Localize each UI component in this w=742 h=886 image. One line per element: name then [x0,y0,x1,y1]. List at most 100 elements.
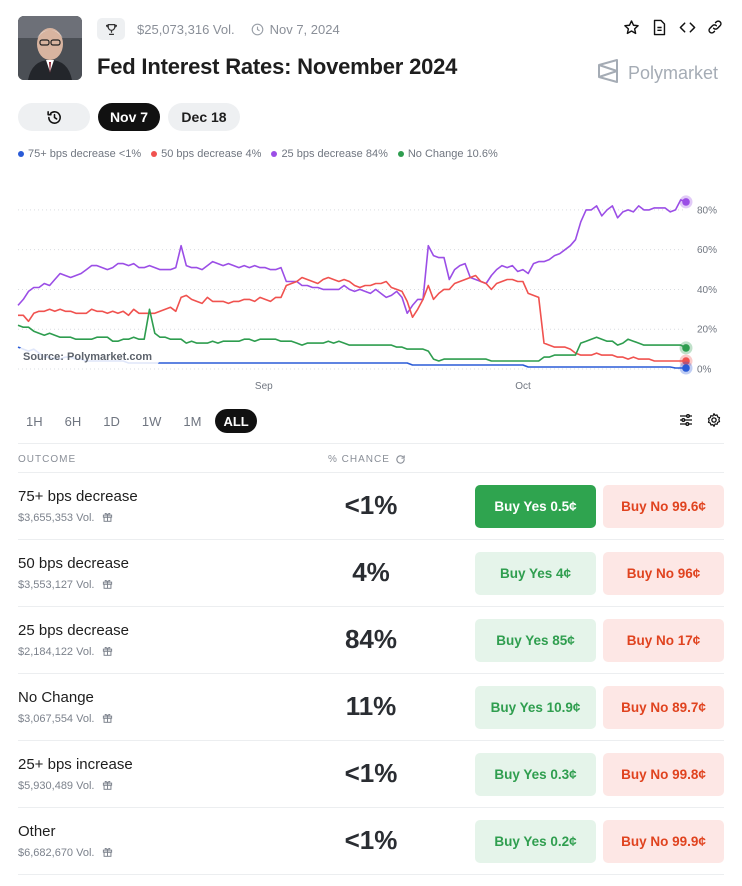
source-label-bg [19,347,159,365]
volume-text: $6,682,670 Vol. [18,847,95,859]
outcome-chance: <1% [344,490,398,520]
outcomes-table-header: OUTCOME % CHANCE [18,443,724,473]
gift-icon[interactable] [102,578,113,592]
chart-source: Source: Polymarket.com [23,351,152,363]
range-1m[interactable]: 1M [183,413,202,429]
probability-chart[interactable]: 0% 20% 40% 60% 80% Sep Oct Source: Polymarket.c… [0,180,742,400]
polymarket-brand: Polymarket [596,58,718,89]
embed-code-icon[interactable] [678,18,696,36]
tab-nov-7[interactable]: Nov 7 [98,103,160,131]
buy-yes-button[interactable]: Buy Yes 0.5¢ [475,485,596,528]
y-tick-label: 0% [697,365,712,376]
series-end-dot [682,357,690,365]
buy-no-button[interactable]: Buy No 89.7¢ [603,686,724,729]
range-1h[interactable]: 1H [26,413,43,429]
range-1w[interactable]: 1W [141,413,162,429]
buy-yes-button[interactable]: Buy Yes 4¢ [475,552,596,595]
legend-label: 25 bps decrease 84% [281,148,388,160]
outcome-volume: $5,930,489 Vol. [18,779,113,793]
series-end-dot [682,344,690,352]
y-tick-label: 80% [697,205,717,216]
range-1d[interactable]: 1D [103,413,120,429]
outcome-volume: $3,067,554 Vol. [18,712,113,726]
gift-icon[interactable] [102,511,113,525]
series-line-no-change[interactable] [17,308,687,362]
buy-yes-button[interactable]: Buy Yes 10.9¢ [475,686,596,729]
legend-item-25-bps: 25 bps decrease 84% [271,148,388,160]
outcome-chance: 84% [344,624,398,654]
gift-icon[interactable] [102,779,113,793]
volume-text: $2,184,122 Vol. [18,646,95,658]
clock-icon [251,23,264,36]
outcome-name: 50 bps decrease [18,555,129,572]
header-actions [622,18,724,36]
polymarket-logo-icon [596,58,620,89]
outcome-name: Other [18,823,56,840]
outcome-name: 75+ bps decrease [18,488,138,505]
total-volume: $25,073,316 Vol. [137,21,235,37]
y-tick-label: 60% [697,245,717,256]
range-all[interactable]: ALL [215,409,257,433]
y-tick-label: 40% [697,285,717,296]
market-avatar [18,16,82,80]
sliders-icon[interactable] [678,412,694,433]
outcome-row-25-bps-increase[interactable]: 25+ bps increase $5,930,489 Vol. <1% Buy… [18,741,724,808]
date-tabs: Nov 7 Dec 18 [18,103,240,131]
outcome-name: 25 bps decrease [18,622,129,639]
range-6h[interactable]: 6H [64,413,82,429]
history-icon [46,110,61,124]
legend-item-no-change: No Change 10.6% [397,148,498,160]
brand-name: Polymarket [627,63,718,83]
outcome-row-25-bps[interactable]: 25 bps decrease $2,184,122 Vol. 84% Buy … [18,607,724,674]
buy-yes-button[interactable]: Buy Yes 0.2¢ [475,820,596,863]
series-end-dot [682,364,690,372]
buy-no-button[interactable]: Buy No 99.8¢ [603,753,724,796]
outcome-volume: $3,655,353 Vol. [18,511,113,525]
tab-dec-18[interactable]: Dec 18 [168,103,240,131]
buy-yes-button[interactable]: Buy Yes 0.3¢ [475,753,596,796]
legend-label: No Change 10.6% [407,148,498,160]
outcome-row-other[interactable]: Other $6,682,670 Vol. <1% Buy Yes 0.2¢ B… [18,808,724,875]
gear-icon[interactable] [706,412,722,433]
outcome-chance: 4% [352,557,390,587]
link-icon[interactable] [706,18,724,36]
gift-icon[interactable] [102,645,113,659]
legend-label: 50 bps decrease 4% [161,148,262,160]
end-date: Nov 7, 2024 [269,21,340,37]
x-tick-label: Oct [515,381,531,392]
volume-text: $3,655,353 Vol. [18,512,95,524]
chart-tools [678,412,722,433]
gift-icon[interactable] [102,846,113,860]
gift-icon[interactable] [102,712,113,726]
buy-no-button[interactable]: Buy No 99.9¢ [603,820,724,863]
outcome-row-no-change[interactable]: No Change $3,067,554 Vol. 11% Buy Yes 10… [18,674,724,741]
outcome-chance: 11% [345,691,397,721]
buy-no-button[interactable]: Buy No 96¢ [603,552,724,595]
buy-no-button[interactable]: Buy No 99.6¢ [603,485,724,528]
series-end-dot [682,198,690,206]
x-tick-label: Sep [255,381,273,392]
history-button[interactable] [18,103,90,131]
series-line-50-bps-decrease[interactable] [18,274,686,362]
outcome-row-50-bps[interactable]: 50 bps decrease $3,553,127 Vol. 4% Buy Y… [18,540,724,607]
legend-item-75-bps: 75+ bps decrease <1% [18,148,141,160]
star-icon[interactable] [622,18,640,36]
outcome-row-75-bps[interactable]: 75+ bps decrease $3,655,353 Vol. <1% Buy… [18,473,724,540]
column-outcome: OUTCOME [18,454,77,465]
column-chance: % CHANCE [328,454,406,465]
outcome-chance: <1% [344,825,398,855]
series-line-25-bps-decrease[interactable] [17,199,687,315]
legend-label: 75+ bps decrease <1% [28,148,142,160]
trophy-icon[interactable] [97,18,125,40]
buy-yes-button[interactable]: Buy Yes 85¢ [475,619,596,662]
refresh-icon[interactable] [395,454,406,465]
time-range-tabs: 1H 6H 1D 1W 1M ALL [18,409,257,433]
outcome-volume: $3,553,127 Vol. [18,578,113,592]
market-meta: $25,073,316 Vol. Nov 7, 2024 [97,18,340,40]
y-tick-label: 20% [697,325,717,336]
legend-item-50-bps: 50 bps decrease 4% [151,148,261,160]
outcome-volume: $6,682,670 Vol. [18,846,113,860]
outcome-name: 25+ bps increase [18,756,133,773]
buy-no-button[interactable]: Buy No 17¢ [603,619,724,662]
document-icon[interactable] [650,18,668,36]
